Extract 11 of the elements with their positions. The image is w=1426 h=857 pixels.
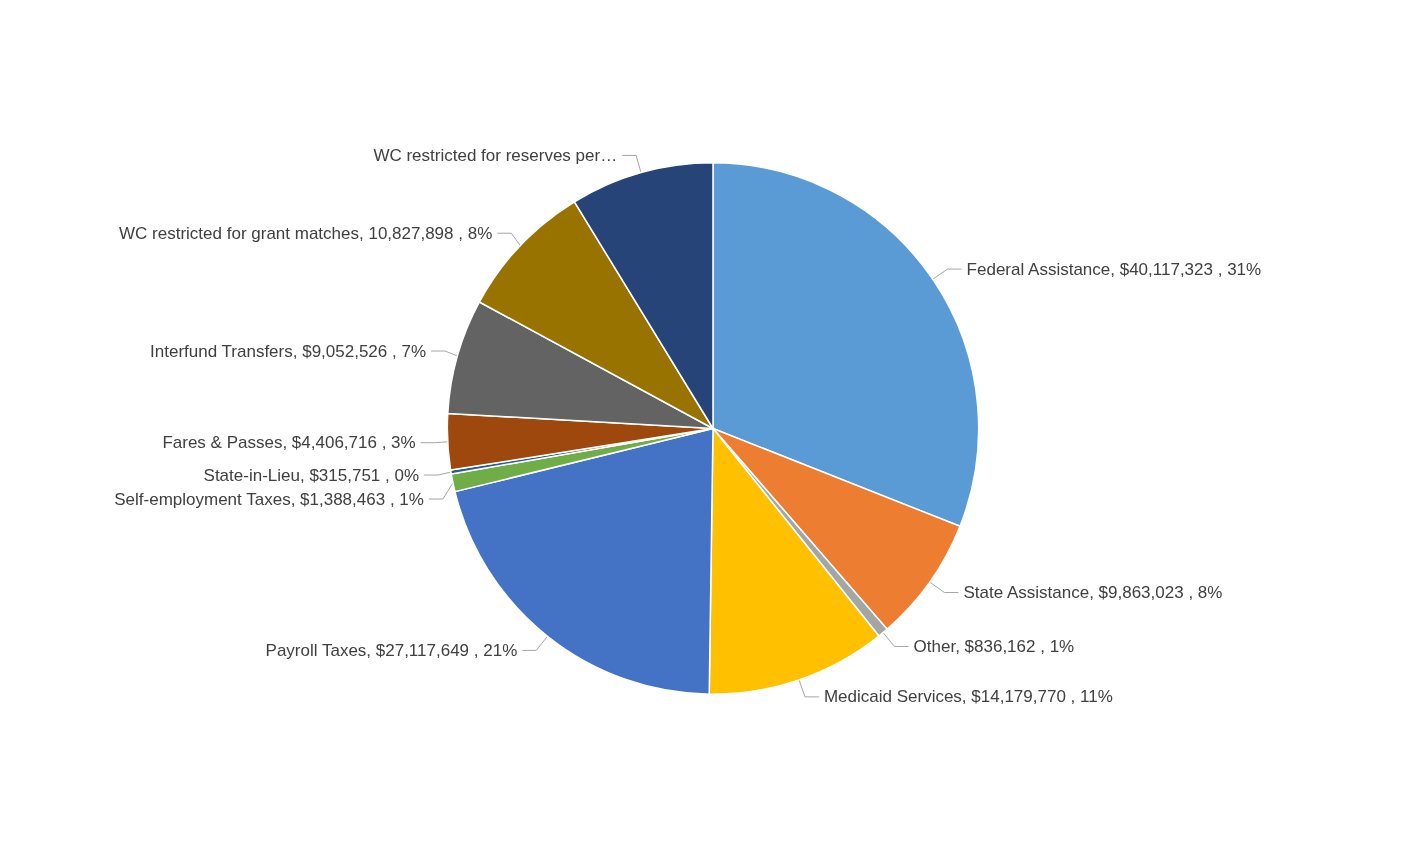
slice-label: State Assistance, $9,863,023 , 8% [963,583,1223,603]
slice-label: Interfund Transfers, $9,052,526 , 7% [150,341,426,361]
slice-label: Fares & Passes, $4,406,716 , 3% [162,433,416,453]
slice-label: Federal Assistance, $40,117,323 , 31% [966,259,1262,279]
slice-label: Other, $836,162 , 1% [913,636,1075,656]
slice-label: Payroll Taxes, $27,117,649 , 21% [265,640,518,660]
slice-label: State-in-Lieu, $315,751 , 0% [203,465,420,485]
slice-label: Medicaid Services, $14,179,770 , 11% [823,687,1113,707]
slice-label: WC restricted for reserves per… [373,145,618,165]
slice-label: Self-employment Taxes, $1,388,463 , 1% [114,489,424,509]
slice-label: WC restricted for grant matches, 10,827,898 , 8% [119,223,493,243]
